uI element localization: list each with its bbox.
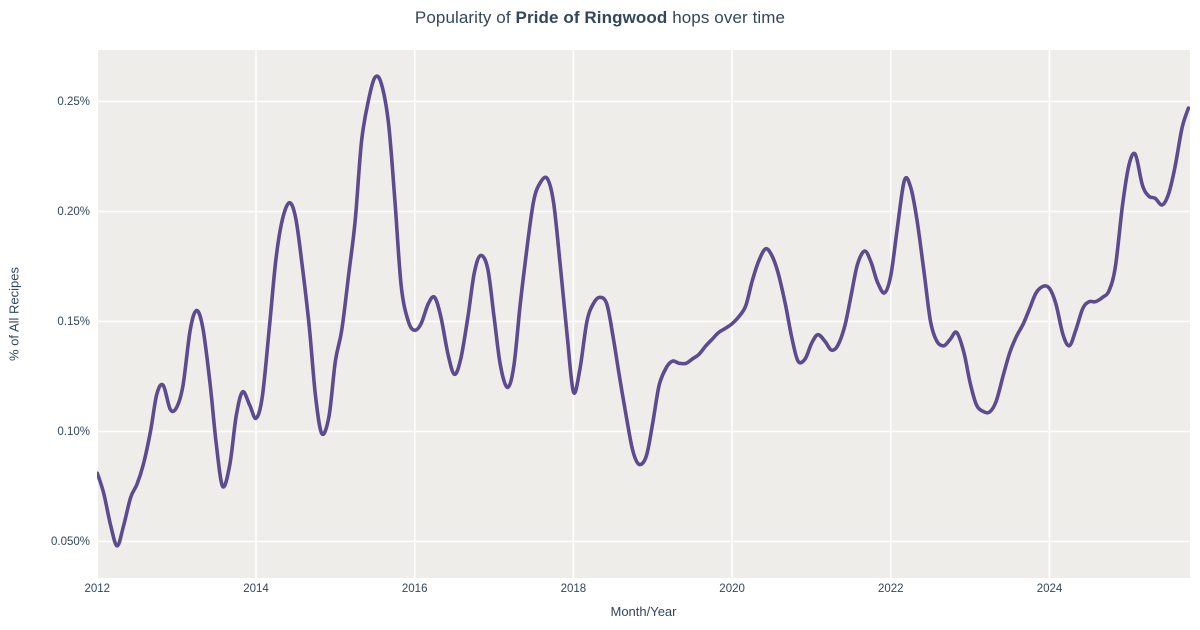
chart-title-hop-name: Pride of Ringwood <box>515 8 668 27</box>
x-tick-label: 2020 <box>719 583 745 595</box>
x-axis-title: Month/Year <box>610 604 677 619</box>
x-tick-label: 2012 <box>84 583 111 595</box>
y-tick-label: 0.20% <box>57 205 90 218</box>
y-tick-label: 0.050% <box>50 535 90 548</box>
x-tick-label: 2014 <box>243 583 269 595</box>
chart-title-suffix: hops over time <box>667 8 786 27</box>
plot-area <box>97 50 1190 578</box>
y-tick-label: 0.15% <box>57 315 90 328</box>
series-line <box>97 74 1190 548</box>
chart-title-prefix: Popularity of <box>414 8 516 27</box>
x-tick-label: 2024 <box>1036 583 1063 595</box>
x-tick-label: 2022 <box>878 583 904 595</box>
y-tick-label: 0.10% <box>57 425 90 438</box>
y-tick-label: 0.25% <box>57 95 90 108</box>
chart-title: Popularity of Pride of Ringwood hops ove… <box>0 8 1200 28</box>
x-tick-label: 2016 <box>401 583 428 595</box>
line-chart-canvas <box>97 50 1190 578</box>
x-tick-label: 2018 <box>560 583 587 595</box>
y-axis-title: % of All Recipes <box>6 267 22 361</box>
